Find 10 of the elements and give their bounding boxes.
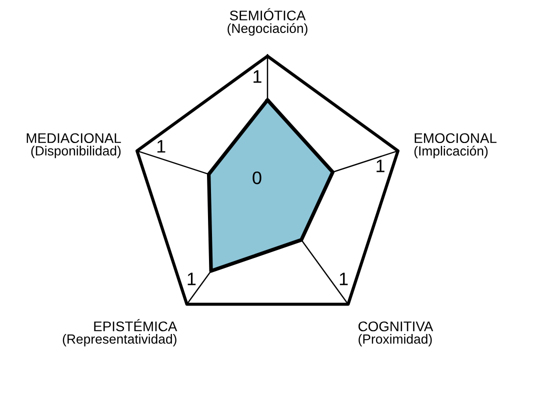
text: 1 — [188, 272, 196, 286]
spoke-label: SEMIÓTICA (Negociación) — [228, 8, 308, 36]
spoke-label: EMOCIONAL (Implicación) — [414, 133, 497, 158]
text: 1 — [340, 272, 348, 286]
spoke-label: COGNITIVA (Proximidad) — [358, 321, 434, 346]
text: 1 — [157, 140, 166, 153]
y-tick-label: 0 — [252, 171, 262, 184]
spoke-label: EPISTÉMICA (Representatividad) — [62, 319, 178, 346]
text: 1 — [376, 160, 384, 172]
spoke-label: MEDIACIONAL (Disponibilidad) — [26, 133, 121, 158]
